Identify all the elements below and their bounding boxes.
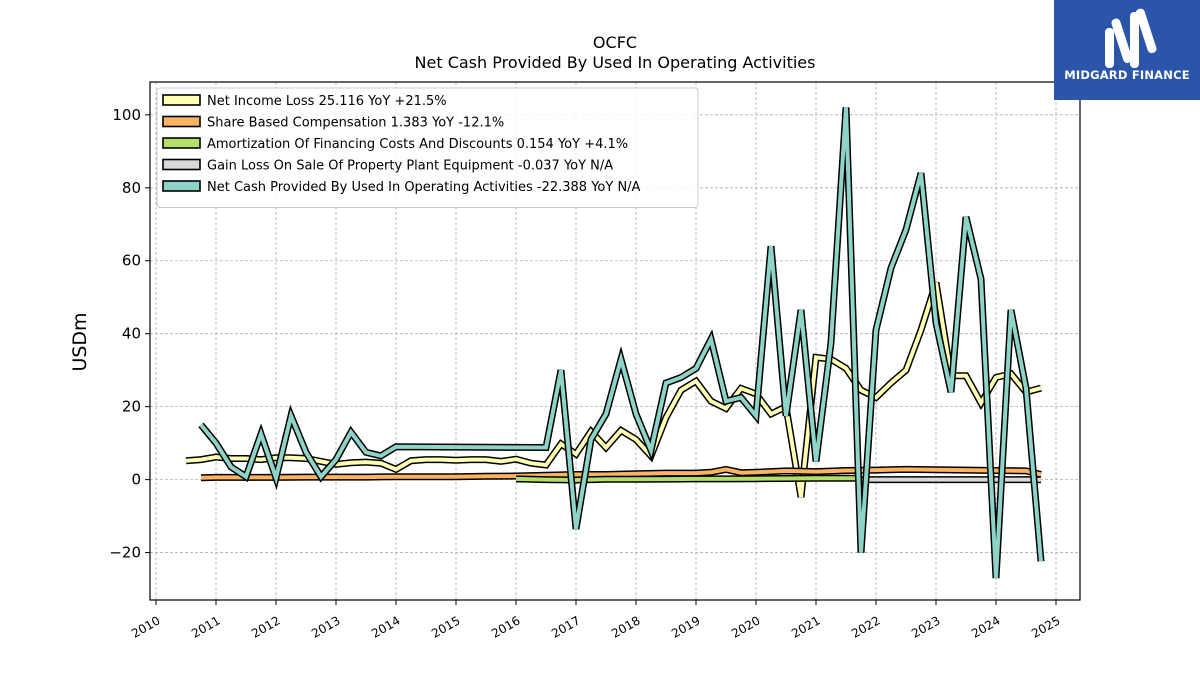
x-tick-label: 2021 [789, 613, 822, 640]
x-tick-label: 2025 [1029, 613, 1062, 640]
plot-frame [149, 81, 1081, 601]
x-tick-label: 2010 [129, 613, 162, 640]
legend-entry: Share Based Compensation 1.383 YoY -12.1… [207, 116, 504, 131]
legend-entry: Net Cash Provided By Used In Operating A… [207, 180, 641, 195]
y-tick-label: 40 [122, 325, 141, 343]
legend-swatch [162, 180, 201, 192]
x-tick-label: 2018 [609, 613, 642, 640]
legend-entry: Amortization Of Financing Costs And Disc… [207, 137, 628, 152]
legend-entry: Gain Loss On Sale Of Property Plant Equi… [207, 159, 613, 174]
x-tick-label: 2012 [249, 613, 282, 640]
x-tick-label: 2011 [189, 613, 222, 640]
legend-swatch [162, 94, 201, 106]
x-tick-label: 2015 [429, 613, 462, 640]
y-tick-label: −20 [109, 544, 141, 562]
y-tick-label: 0 [131, 471, 141, 489]
y-tick-label: 100 [112, 106, 141, 124]
y-tick-label: 20 [122, 398, 141, 416]
x-tick-label: 2014 [369, 613, 402, 640]
legend-entry: Net Income Loss 25.116 YoY +21.5% [207, 94, 447, 109]
series-1 [200, 465, 1042, 482]
series-2 [515, 474, 861, 484]
logo-text: MIDGARD FINANCE [1064, 68, 1190, 82]
series-4 [198, 107, 1045, 579]
plot-area [185, 107, 1045, 579]
x-tick-label: 2020 [729, 613, 762, 640]
x-tick-label: 2013 [309, 613, 342, 640]
y-tick-label: 80 [122, 179, 141, 197]
y-tick-label: 60 [122, 252, 141, 270]
x-tick-label: 2024 [969, 613, 1002, 640]
chart-title: OCFC [593, 33, 637, 52]
x-axis: 2010 2011 2012 2013 2014 2015 2016 2017 2018 2019… [129, 600, 1063, 641]
x-tick-label: 2023 [909, 613, 942, 640]
midgard-finance-logo: MIDGARD FINANCE [1054, 0, 1200, 100]
series-line [199, 107, 1043, 579]
y-axis-label: USDm [69, 312, 91, 371]
x-tick-label: 2019 [669, 613, 702, 640]
legend-frame [156, 87, 699, 208]
series-line [515, 476, 861, 483]
x-tick-label: 2016 [489, 613, 522, 640]
legend-swatch [162, 158, 201, 171]
series-line [200, 467, 1042, 480]
legend: Net Income Loss 25.116 YoY +21.5% Share B… [156, 87, 699, 208]
legend-swatch [162, 115, 201, 128]
x-tick-label: 2017 [549, 613, 582, 640]
y-axis: −20 0 20 40 60 80 100 [109, 106, 150, 562]
logo-mark-icon [1105, 8, 1157, 68]
x-tick-label: 2022 [849, 613, 882, 640]
chart-subtitle: Net Cash Provided By Used In Operating A… [415, 53, 816, 72]
legend-swatch [162, 137, 201, 149]
